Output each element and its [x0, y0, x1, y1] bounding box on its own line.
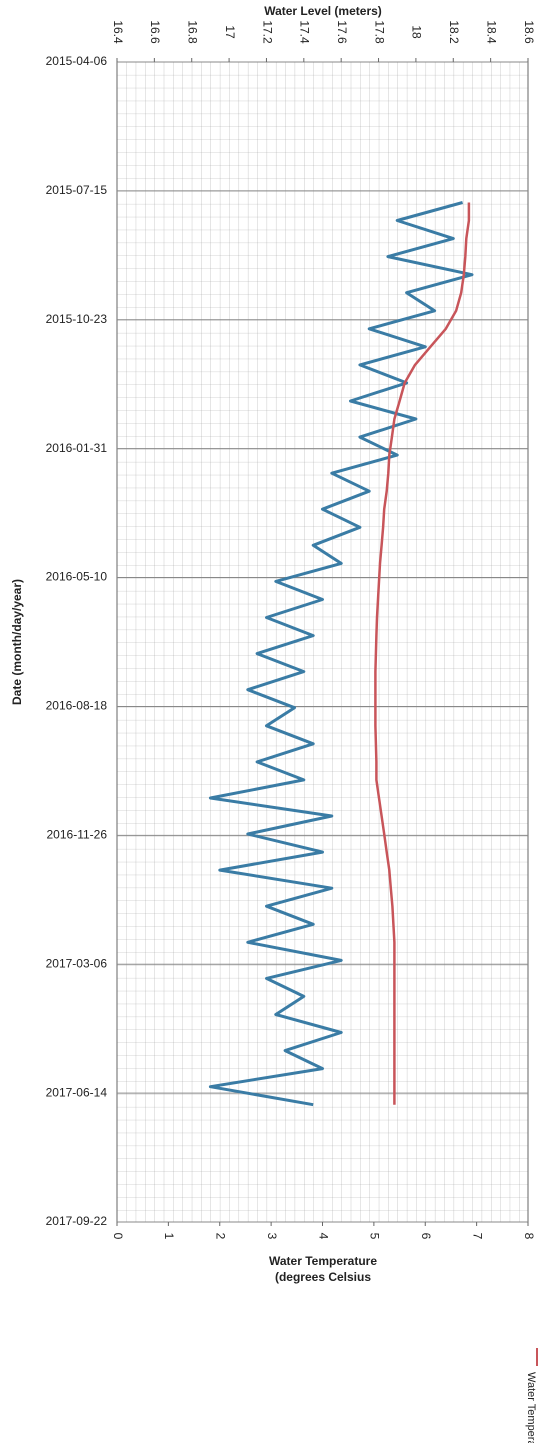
series-line [374, 202, 471, 1105]
bottom-tick-label: 3 [265, 1233, 279, 1240]
bottom-tick-label: 0 [111, 1233, 125, 1240]
y-tick-label: 2017-09-22 [46, 1214, 108, 1228]
series-line [208, 201, 474, 1107]
top-tick-label: 17.4 [298, 20, 312, 44]
legend-label: Water Temperature [525, 1372, 537, 1443]
y-tick-label: 2015-04-06 [46, 54, 108, 68]
top-tick-label: 17 [223, 25, 237, 39]
y-tick-label: 2015-07-15 [46, 183, 108, 197]
top-tick-label: 16.6 [148, 20, 162, 44]
top-tick-label: 18.6 [522, 20, 536, 44]
bottom-axis-title: Water Temperature [269, 1254, 377, 1268]
bottom-tick-label: 2 [214, 1233, 228, 1240]
y-tick-label: 2017-03-06 [46, 956, 108, 970]
top-tick-label: 17.8 [372, 20, 386, 44]
bottom-tick-label: 4 [316, 1233, 330, 1240]
bottom-axis-title: (degrees Celsius [275, 1270, 371, 1284]
bottom-tick-label: 8 [522, 1233, 536, 1240]
y-axis-title: Date (month/day/year) [10, 579, 24, 705]
top-axis-title: Water Level (meters) [264, 4, 382, 18]
top-tick-label: 17.6 [335, 20, 349, 44]
top-tick-label: 17.2 [260, 20, 274, 44]
bottom-tick-label: 6 [419, 1233, 433, 1240]
top-tick-label: 18.4 [484, 20, 498, 44]
top-tick-label: 16.8 [186, 20, 200, 44]
top-tick-label: 18.2 [447, 20, 461, 44]
top-tick-label: 18 [410, 25, 424, 39]
y-tick-label: 2015-10-23 [46, 312, 108, 326]
y-tick-label: 2016-11-26 [47, 828, 108, 842]
y-tick-label: 2016-05-10 [46, 570, 108, 584]
top-tick-label: 16.4 [111, 20, 125, 44]
bottom-tick-label: 7 [470, 1233, 484, 1240]
bottom-tick-label: 5 [368, 1233, 382, 1240]
y-tick-label: 2017-06-14 [46, 1085, 108, 1099]
bottom-tick-label: 1 [162, 1233, 176, 1240]
y-tick-label: 2016-01-31 [46, 441, 108, 455]
y-tick-label: 2016-08-18 [46, 699, 108, 713]
